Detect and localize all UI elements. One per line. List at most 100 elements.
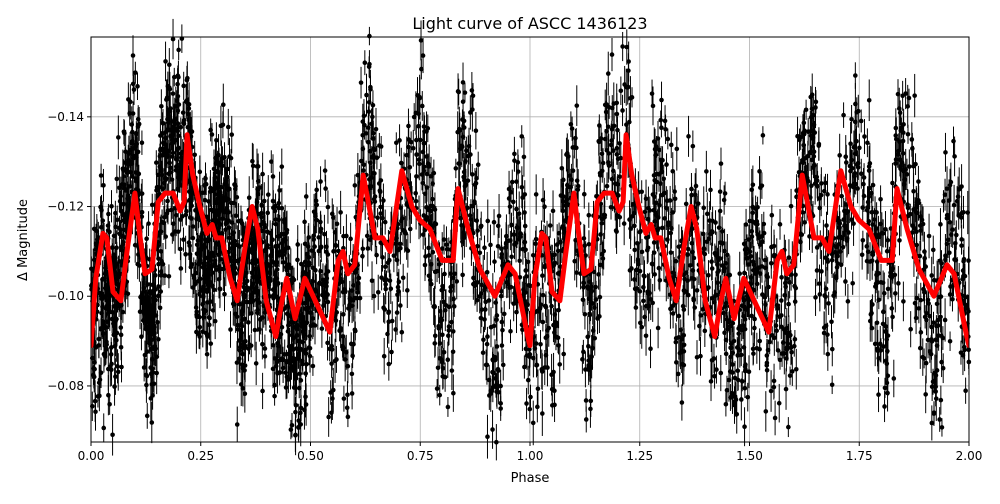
- data-point: [192, 152, 197, 157]
- data-point: [848, 141, 853, 146]
- data-point: [856, 109, 861, 114]
- data-point: [456, 89, 461, 94]
- data-point: [178, 247, 183, 252]
- data-point: [478, 225, 483, 230]
- data-point: [303, 394, 308, 399]
- data-point: [312, 244, 317, 249]
- data-point: [299, 406, 304, 411]
- data-point: [325, 341, 330, 346]
- data-point: [198, 277, 203, 282]
- data-point: [813, 295, 818, 300]
- data-point: [304, 194, 309, 199]
- data-point: [496, 224, 501, 229]
- data-point: [905, 104, 910, 109]
- data-point: [948, 339, 953, 344]
- data-point: [140, 140, 145, 145]
- data-point: [119, 303, 124, 308]
- data-point: [624, 85, 629, 90]
- data-point: [97, 337, 102, 342]
- data-point: [937, 417, 942, 422]
- data-point: [786, 302, 791, 307]
- data-point: [705, 240, 710, 245]
- data-point: [442, 350, 447, 355]
- data-point: [673, 196, 678, 201]
- data-point: [353, 327, 358, 332]
- data-point: [496, 368, 501, 373]
- data-point: [277, 370, 282, 375]
- data-point: [279, 164, 284, 169]
- data-point: [668, 198, 673, 203]
- data-point: [620, 108, 625, 113]
- data-point: [156, 284, 161, 289]
- data-point: [620, 44, 625, 49]
- data-point: [686, 293, 691, 298]
- data-point: [265, 211, 270, 216]
- data-point: [203, 198, 208, 203]
- data-point: [306, 244, 311, 249]
- data-point: [584, 417, 589, 422]
- data-point: [818, 292, 823, 297]
- data-point: [838, 221, 843, 226]
- data-point: [557, 362, 562, 367]
- data-point: [302, 220, 307, 225]
- data-point: [447, 324, 452, 329]
- data-point: [591, 328, 596, 333]
- data-point: [326, 205, 331, 210]
- data-point: [923, 315, 928, 320]
- data-point: [181, 84, 186, 89]
- data-point: [297, 371, 302, 376]
- data-point: [839, 194, 844, 199]
- data-point: [689, 241, 694, 246]
- data-point: [912, 93, 917, 98]
- data-point: [809, 133, 814, 138]
- data-point: [427, 164, 432, 169]
- data-point: [348, 237, 353, 242]
- data-point: [488, 243, 493, 248]
- data-point: [208, 341, 213, 346]
- data-point: [846, 299, 851, 304]
- data-point: [262, 199, 267, 204]
- data-point: [943, 318, 948, 323]
- data-point: [722, 330, 727, 335]
- data-point: [517, 258, 522, 263]
- data-point: [412, 115, 417, 120]
- data-point: [859, 171, 864, 176]
- data-point: [509, 254, 514, 259]
- data-point: [652, 272, 657, 277]
- data-point: [371, 103, 376, 108]
- data-point: [581, 297, 586, 302]
- data-point: [396, 285, 401, 290]
- data-point: [401, 276, 406, 281]
- data-point: [635, 241, 640, 246]
- data-point: [663, 119, 668, 124]
- data-point: [680, 362, 685, 367]
- data-point: [370, 278, 375, 283]
- data-point: [648, 346, 653, 351]
- data-point: [884, 329, 889, 334]
- data-point: [860, 252, 865, 257]
- data-point: [671, 210, 676, 215]
- data-point: [665, 237, 670, 242]
- data-point: [957, 187, 962, 192]
- data-point: [490, 427, 495, 432]
- data-point: [861, 182, 866, 187]
- data-point: [439, 288, 444, 293]
- data-point: [171, 91, 176, 96]
- data-point: [399, 161, 404, 166]
- data-point: [643, 210, 648, 215]
- data-point: [398, 246, 403, 251]
- data-point: [755, 269, 760, 274]
- data-point: [727, 378, 732, 383]
- data-point: [536, 387, 541, 392]
- data-point: [260, 172, 265, 177]
- data-point: [162, 215, 167, 220]
- data-point: [716, 268, 721, 273]
- data-point: [853, 171, 858, 176]
- data-point: [710, 266, 715, 271]
- data-point: [485, 334, 490, 339]
- data-point: [772, 336, 777, 341]
- data-point: [468, 213, 473, 218]
- data-point: [913, 301, 918, 306]
- data-point: [500, 328, 505, 333]
- data-point: [913, 162, 918, 167]
